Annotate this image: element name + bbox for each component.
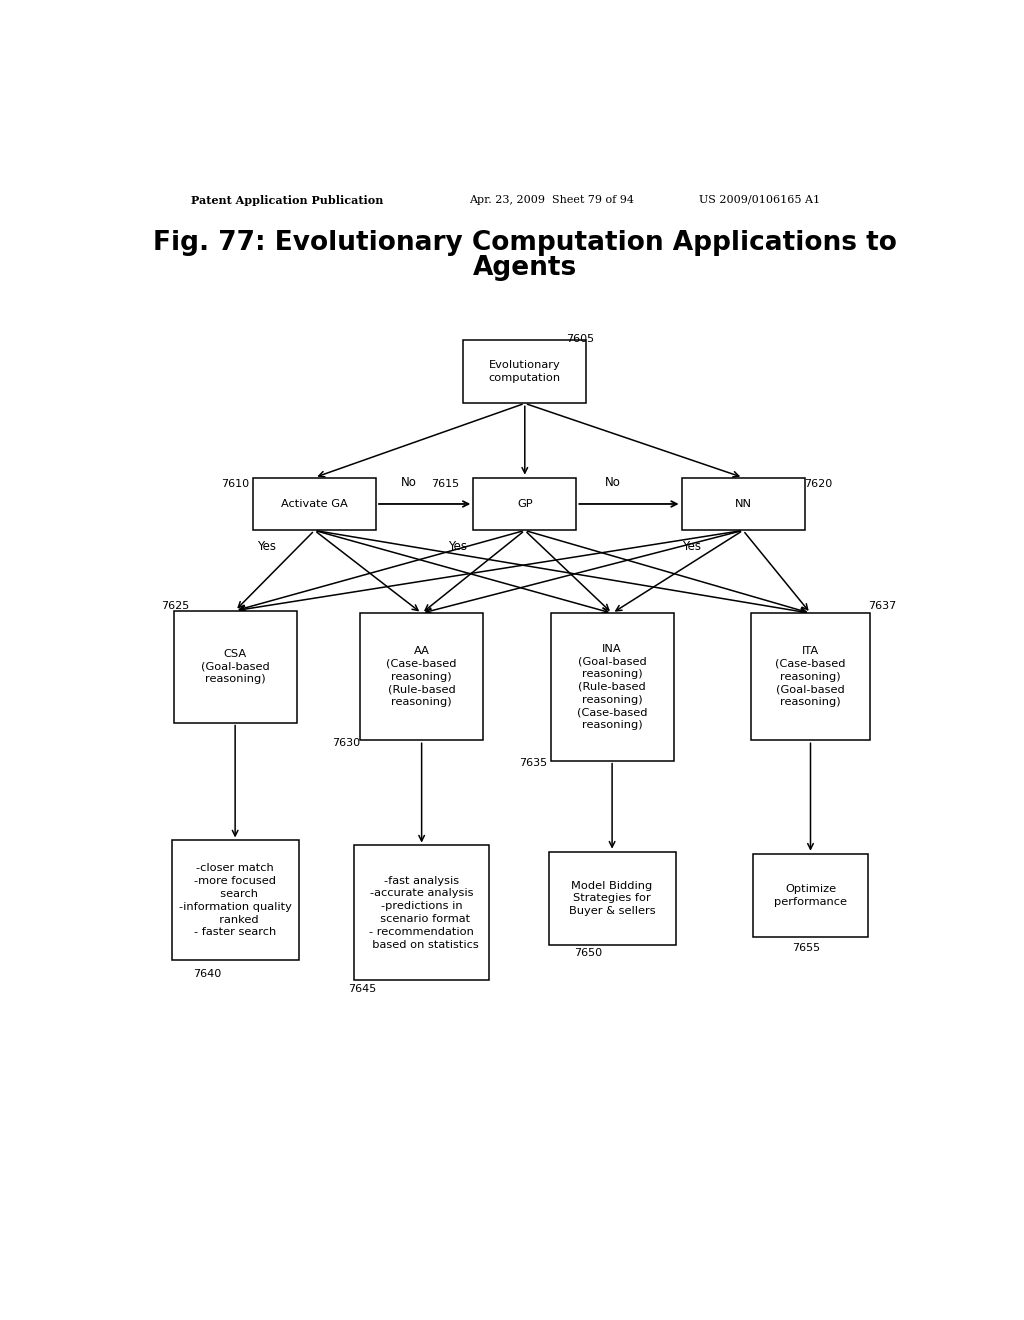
Bar	[549, 851, 676, 945]
Bar	[751, 614, 870, 741]
Text: AA
(Case-based
reasoning)
(Rule-based
reasoning): AA (Case-based reasoning) (Rule-based re…	[386, 647, 457, 708]
Text: US 2009/0106165 A1: US 2009/0106165 A1	[699, 195, 820, 205]
Text: 7605: 7605	[566, 334, 594, 345]
Text: No: No	[400, 475, 417, 488]
Bar	[473, 478, 577, 531]
Text: Optimize
performance: Optimize performance	[774, 884, 847, 907]
Text: 7645: 7645	[348, 983, 376, 994]
Bar	[174, 611, 297, 722]
Text: 7615: 7615	[431, 479, 460, 488]
Text: 7610: 7610	[221, 479, 249, 488]
Bar	[463, 341, 587, 404]
Text: 7640: 7640	[194, 969, 221, 978]
Text: Activate GA: Activate GA	[282, 499, 348, 510]
Bar	[753, 854, 868, 937]
Text: 7637: 7637	[867, 601, 896, 611]
Text: No: No	[605, 475, 621, 488]
Bar	[360, 614, 483, 741]
Text: 7620: 7620	[804, 479, 833, 488]
Text: Agents: Agents	[473, 255, 577, 281]
Text: Patent Application Publication: Patent Application Publication	[191, 195, 384, 206]
Bar	[253, 478, 376, 531]
Text: NN: NN	[734, 499, 752, 510]
Text: INA
(Goal-based
reasoning)
(Rule-based
reasoning)
(Case-based
reasoning): INA (Goal-based reasoning) (Rule-based r…	[577, 644, 647, 730]
Bar	[172, 841, 299, 961]
Text: Fig. 77: Evolutionary Computation Applications to: Fig. 77: Evolutionary Computation Applic…	[153, 230, 897, 256]
Text: Evolutionary
computation: Evolutionary computation	[488, 360, 561, 383]
Text: 7630: 7630	[332, 738, 360, 748]
Bar	[354, 846, 489, 979]
Text: 7635: 7635	[519, 758, 547, 768]
Text: 7650: 7650	[574, 948, 602, 958]
Text: CSA
(Goal-based
reasoning): CSA (Goal-based reasoning)	[201, 649, 269, 684]
Text: ITA
(Case-based
reasoning)
(Goal-based
reasoning): ITA (Case-based reasoning) (Goal-based r…	[775, 647, 846, 708]
Text: -fast analysis
-accurate analysis
-predictions in
  scenario format
- recommenda: -fast analysis -accurate analysis -predi…	[365, 875, 478, 949]
Text: GP: GP	[517, 499, 532, 510]
Text: 7655: 7655	[793, 944, 820, 953]
Text: Apr. 23, 2009  Sheet 79 of 94: Apr. 23, 2009 Sheet 79 of 94	[469, 195, 634, 205]
Text: Yes: Yes	[682, 540, 701, 553]
Text: 7625: 7625	[162, 601, 189, 611]
Text: Model Bidding
Strategies for
Buyer & sellers: Model Bidding Strategies for Buyer & sel…	[568, 880, 655, 916]
Text: Yes: Yes	[447, 540, 467, 553]
Bar	[551, 614, 674, 760]
Bar	[682, 478, 805, 531]
Text: Yes: Yes	[257, 540, 276, 553]
Text: -closer match
-more focused
  search
-information quality
  ranked
- faster sear: -closer match -more focused search -info…	[179, 863, 292, 937]
